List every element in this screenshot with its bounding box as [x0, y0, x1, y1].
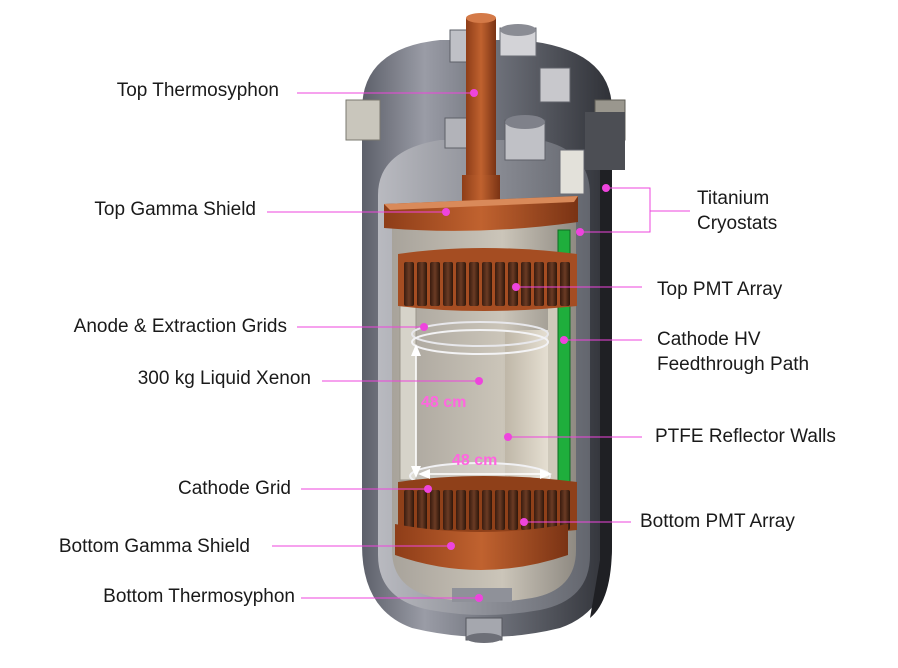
pmt-tube: [417, 262, 427, 306]
pmt-tube: [534, 262, 544, 306]
pmt-tube: [560, 490, 570, 530]
ptfe-walls: [399, 289, 560, 481]
pmt-tube: [495, 490, 505, 530]
pmt-tube: [417, 490, 427, 530]
bottom-gamma-shield: [395, 524, 568, 570]
height-dimension-label: 48 cm: [421, 394, 466, 411]
leader-dots: [420, 89, 610, 602]
pmt-tube: [547, 262, 557, 306]
pmt-tube: [430, 490, 440, 530]
leaders: [267, 92, 690, 599]
diameter-dimension-label: 48 cm: [452, 452, 497, 469]
label-top-thermosyphon: Top Thermosyphon: [116, 80, 279, 101]
pmt-tube: [495, 262, 505, 306]
diameter-dimension: 48 cm: [418, 452, 552, 479]
label-anode-extraction-grids: Anode & Extraction Grids: [73, 316, 287, 337]
pmt-tube: [547, 490, 557, 530]
pmt-tube: [443, 490, 453, 530]
label-cathode-hv-line2: Feedthrough Path: [657, 354, 810, 375]
pmt-tube: [404, 490, 414, 530]
top-pmt-array: [398, 248, 577, 311]
label-titanium-cryostats-line1: Titanium: [697, 188, 770, 209]
label-titanium-cryostats-line2: Cryostats: [697, 213, 778, 234]
label-titanium-cryostats: Titanium Cryostats: [697, 186, 777, 236]
pmt-tube: [456, 490, 466, 530]
anode-extraction-grids: [411, 321, 549, 355]
top-gamma-shield: [384, 196, 578, 231]
pmt-tube: [469, 262, 479, 306]
label-cathode-hv-line1: Cathode HV: [657, 329, 761, 350]
pmt-tube: [482, 262, 492, 306]
label-cathode-grid: Cathode Grid: [177, 478, 291, 499]
pmt-tube: [521, 262, 531, 306]
top-thermosyphon: [462, 13, 500, 203]
pmt-tube: [508, 490, 518, 530]
label-bottom-thermosyphon: Bottom Thermosyphon: [103, 586, 295, 607]
pmt-tube: [534, 490, 544, 530]
height-dimension: 48 cm: [411, 344, 466, 478]
label-ptfe-reflector-walls: PTFE Reflector Walls: [655, 426, 836, 447]
label-bottom-gamma-shield: Bottom Gamma Shield: [58, 536, 250, 557]
pmt-tube: [456, 262, 466, 306]
pmt-tube: [469, 490, 479, 530]
bottom-pmt-array: [398, 476, 577, 535]
pmt-tube: [482, 490, 492, 530]
label-top-gamma-shield: Top Gamma Shield: [94, 199, 256, 220]
pmt-tube: [443, 262, 453, 306]
label-liquid-xenon: 300 kg Liquid Xenon: [137, 368, 311, 389]
label-top-pmt-array: Top PMT Array: [657, 279, 783, 300]
label-cathode-hv-feedthrough: Cathode HV Feedthrough Path: [657, 327, 809, 377]
pmt-tube: [430, 262, 440, 306]
label-bottom-pmt-array: Bottom PMT Array: [640, 511, 795, 532]
pmt-tube: [508, 262, 518, 306]
pmt-tube: [560, 262, 570, 306]
pmt-tube: [404, 262, 414, 306]
